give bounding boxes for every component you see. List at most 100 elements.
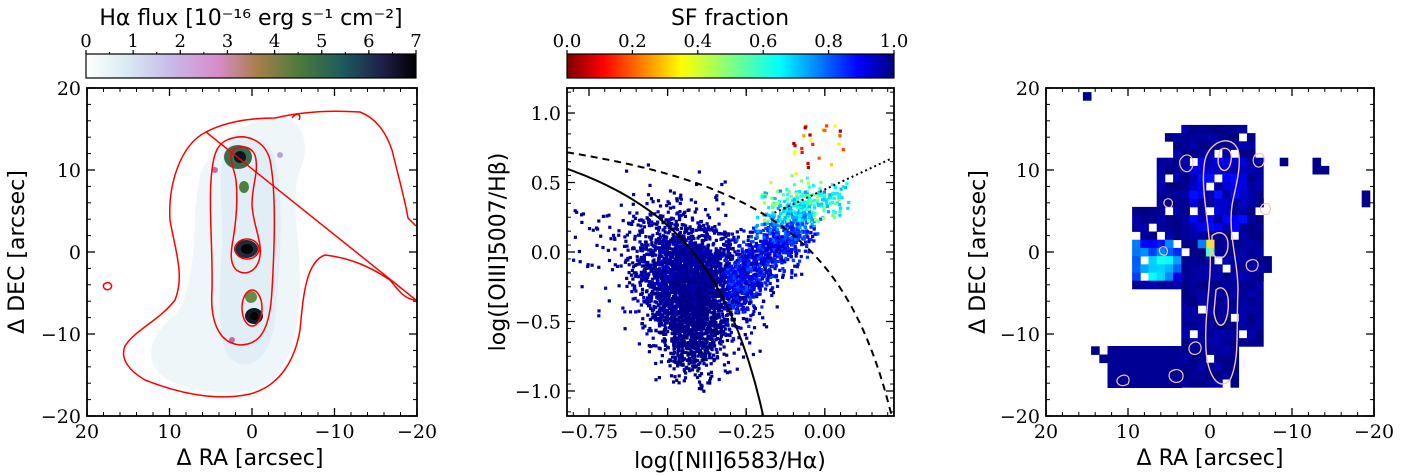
bpt-point xyxy=(710,257,714,262)
bpt-point xyxy=(604,286,608,290)
bpt-point xyxy=(766,275,770,280)
bpt-point xyxy=(748,318,752,322)
bpt-point xyxy=(822,190,826,194)
bpt-point xyxy=(644,279,648,283)
bpt-point xyxy=(697,336,701,340)
bpt-point xyxy=(702,254,706,258)
bpt-point xyxy=(696,275,701,279)
bpt-point xyxy=(804,240,808,244)
bpt-point xyxy=(664,242,668,246)
bpt-point xyxy=(628,255,632,260)
bpt-point xyxy=(656,210,660,214)
bpt-point xyxy=(670,331,674,335)
bpt-point xyxy=(681,284,686,288)
bpt-point xyxy=(715,194,719,198)
bpt-point xyxy=(770,231,774,235)
bpt-point xyxy=(794,240,798,244)
bpt-point xyxy=(718,250,722,254)
bpt-point xyxy=(726,333,730,337)
bpt-point xyxy=(694,320,698,324)
bpt-point xyxy=(803,217,807,221)
bpt-point xyxy=(797,213,801,217)
bpt-point xyxy=(768,281,772,286)
bpt-point xyxy=(797,190,801,194)
bpt-point xyxy=(695,207,699,211)
bpt-point xyxy=(794,172,798,176)
bpt-point xyxy=(772,248,776,252)
sf-map-cell xyxy=(1156,165,1166,175)
bpt-point xyxy=(778,242,782,246)
bpt-point xyxy=(808,194,812,198)
bpt-point xyxy=(689,342,694,346)
bpt-point xyxy=(758,287,762,291)
bpt-point xyxy=(713,300,718,304)
bpt-point xyxy=(642,225,647,229)
bpt-point xyxy=(691,246,695,250)
bpt-point xyxy=(682,369,687,373)
bpt-point xyxy=(720,339,725,344)
bpt-point xyxy=(790,199,794,203)
bpt-point xyxy=(629,273,634,277)
bpt-point xyxy=(668,321,672,325)
bpt-point xyxy=(802,204,806,208)
bpt-point xyxy=(691,333,696,337)
bpt-point xyxy=(700,233,704,238)
bpt-point xyxy=(679,343,683,347)
bpt-point xyxy=(653,284,657,288)
bpt-point xyxy=(720,254,724,258)
bpt-point xyxy=(692,297,697,301)
bpt-point xyxy=(692,257,696,261)
bpt-point xyxy=(722,324,726,328)
bpt-point xyxy=(699,354,703,358)
bpt-point xyxy=(710,272,714,276)
bpt-point xyxy=(630,290,634,294)
bpt-point xyxy=(695,291,699,295)
bpt-point xyxy=(682,237,686,241)
bpt-point xyxy=(776,252,780,256)
bpt-point xyxy=(739,326,743,330)
bpt-point xyxy=(667,293,671,297)
bpt-point xyxy=(745,336,749,340)
bpt-point xyxy=(658,235,662,239)
bpt-point xyxy=(711,316,715,320)
bpt-point xyxy=(701,282,705,286)
bpt-point xyxy=(669,287,673,291)
bpt-point xyxy=(695,311,699,315)
bpt-point xyxy=(803,249,807,253)
bpt-point xyxy=(702,305,706,310)
bpt-point xyxy=(735,367,739,371)
bpt-point xyxy=(713,314,717,318)
bpt-point xyxy=(733,250,737,254)
bpt-point xyxy=(686,314,690,318)
bpt-point xyxy=(746,262,751,266)
bpt-point xyxy=(674,244,678,248)
bpt-point xyxy=(680,257,684,261)
bpt-point xyxy=(719,302,723,306)
bpt-point xyxy=(799,230,803,234)
bpt-point xyxy=(650,277,655,281)
bpt-point xyxy=(685,344,689,348)
bpt-point xyxy=(654,226,659,230)
bpt-point xyxy=(651,254,655,258)
bpt-point xyxy=(667,311,671,315)
bpt-point xyxy=(841,185,845,189)
bpt-point xyxy=(736,249,740,253)
bpt-point xyxy=(647,220,651,225)
bpt-point xyxy=(665,204,669,208)
bpt-point xyxy=(601,245,605,250)
bpt-point xyxy=(802,236,806,240)
bpt-point xyxy=(660,216,664,221)
bpt-point xyxy=(743,333,747,337)
bpt-point xyxy=(755,253,759,257)
bpt-point xyxy=(679,363,683,367)
bpt-point xyxy=(706,329,710,333)
bpt-point xyxy=(793,232,797,236)
bpt-point xyxy=(780,249,784,253)
x-tick-label: −0.75 xyxy=(560,421,618,443)
bpt-point xyxy=(700,335,704,339)
bpt-point xyxy=(697,332,702,336)
bpt-point xyxy=(672,380,676,384)
bpt-point xyxy=(635,258,640,262)
bpt-point xyxy=(779,257,783,261)
